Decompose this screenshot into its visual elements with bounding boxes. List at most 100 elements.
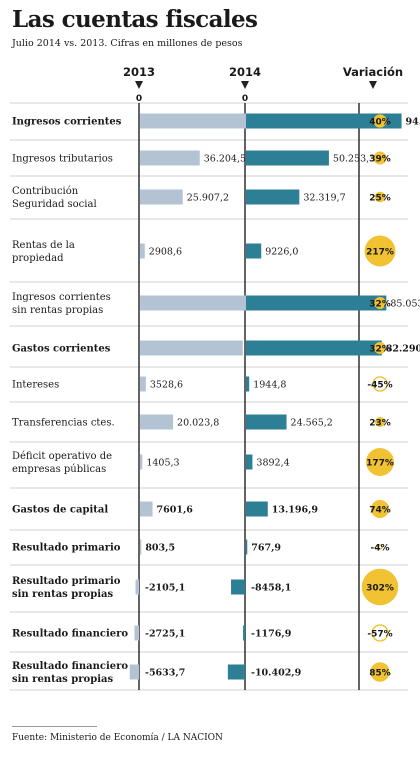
row-label: Gastos corrientes [12, 344, 111, 355]
bar-2013 [140, 150, 200, 166]
variation-label: -4% [370, 544, 389, 554]
bar-2013 [140, 340, 243, 356]
row-label-line: Resultado primario [12, 543, 121, 554]
value-label-2014: 50.253,3 [333, 154, 375, 165]
value-label-2013: -2105,1 [145, 583, 185, 594]
row-label-line: propiedad [12, 253, 64, 264]
bar-2014 [246, 539, 248, 555]
bar-2013 [140, 414, 174, 430]
row-label: Resultado financiero [12, 629, 128, 640]
value-label-2014: 767,9 [251, 543, 281, 554]
variation-bubble [373, 151, 387, 165]
value-label-2014: 9226,0 [265, 247, 298, 258]
column-marker-1 [241, 81, 249, 89]
row-label-line: Transferencias ctes. [12, 418, 115, 429]
value-label-2013: 3528,6 [150, 380, 183, 391]
row-label-line: Contribución [12, 186, 79, 197]
row-label-line: Gastos corrientes [12, 344, 111, 355]
value-label-2014: 94.279,8 [406, 117, 420, 128]
source-note: Fuente: Ministerio de Economía / LA NACI… [12, 733, 223, 743]
row-label: Intereses [12, 380, 59, 391]
bar-2014 [246, 243, 262, 259]
bar-2014 [246, 501, 268, 517]
zero-label-2013: 0 [136, 94, 142, 104]
variation-bubble [374, 342, 386, 354]
variation-label: 85% [369, 669, 391, 679]
row-label-line: Resultado financiero [12, 629, 128, 640]
row-label: Transferencias ctes. [12, 418, 115, 429]
bar-2013 [140, 539, 142, 555]
value-label-2014: -10.402,9 [251, 668, 302, 679]
variation-bubble [364, 235, 396, 267]
value-label-2013: 7601,6 [157, 505, 194, 516]
row-label-line: Gastos de capital [12, 505, 108, 516]
value-label-2013: 803,5 [145, 543, 175, 554]
row-label-line: sin rentas propias [12, 589, 113, 600]
bar-2013 [140, 454, 143, 470]
value-label-2014: 24.565,2 [291, 418, 333, 429]
chart-subtitle: Julio 2014 vs. 2013. Cifras en millones … [12, 38, 243, 49]
value-label-2014: 1944,8 [253, 380, 286, 391]
row-label: Contribución Seguridad social [12, 186, 97, 210]
source-divider [12, 726, 97, 727]
row-label: Ingresos corrientes [12, 117, 122, 128]
row-label: Resultado primario [12, 543, 121, 554]
bar-2014 [246, 414, 287, 430]
bar-2013 [140, 243, 145, 259]
row-label: Ingresos corrientes sin rentas propias [12, 292, 111, 316]
row-label: Gastos de capital [12, 505, 108, 516]
variation-bubble [374, 416, 386, 428]
variation-bubble [374, 297, 386, 309]
bar-2013 [134, 625, 139, 641]
value-label-2013: 20.023,8 [177, 418, 219, 429]
variation-label: 217% [366, 248, 394, 258]
bar-2013 [140, 113, 251, 129]
row-label: Déficit operativo de empresas públicas [12, 451, 112, 475]
row-label-line: empresas públicas [12, 464, 106, 475]
value-label-2014: 32.319,7 [303, 193, 345, 204]
variation-label: 302% [366, 584, 394, 594]
row-label-line: Intereses [12, 380, 59, 391]
variation-bubble [372, 376, 388, 392]
bar-2014 [246, 189, 300, 205]
value-label-2013: -2725,1 [145, 629, 185, 640]
row-label-line: Seguridad social [12, 199, 97, 210]
variation-label: -57% [367, 630, 392, 640]
row-label: Resultado primario sin rentas propias [12, 576, 121, 600]
bar-2013 [140, 376, 146, 392]
variation-label: 74% [369, 506, 391, 516]
bar-2014 [227, 664, 245, 680]
value-label-2013: 36.204,5 [204, 154, 246, 165]
value-label-2014: 82.290,9 [386, 344, 420, 355]
row-label-line: Ingresos corrientes [12, 117, 122, 128]
value-label-2014: 3892,4 [256, 458, 289, 469]
value-label-2013: -5633,7 [145, 668, 185, 679]
bar-2014 [246, 454, 253, 470]
variation-bubble [361, 568, 399, 606]
variation-bubble [373, 114, 387, 128]
bar-2014 [246, 340, 382, 356]
row-label-line: Resultado primario [12, 576, 121, 587]
bar-2014 [246, 376, 250, 392]
column-header-2: Variación [343, 65, 403, 79]
chart-title: Las cuentas fiscales [12, 6, 258, 33]
value-label-2014: 13.196,9 [272, 505, 319, 516]
value-label-2013: 25.907,2 [187, 193, 229, 204]
variation-label: 177% [366, 459, 394, 469]
row-label-line: Déficit operativo de [12, 451, 112, 462]
value-label-2013: 1405,3 [146, 458, 179, 469]
row-label: Resultado financiero sin rentas propias [12, 661, 128, 685]
variation-bubble [370, 662, 390, 682]
variation-bubble [374, 191, 386, 203]
row-label-line: Resultado financiero [12, 661, 128, 672]
bar-2014 [246, 150, 329, 166]
variation-bubble [377, 544, 383, 550]
value-label-2014: -8458,1 [251, 583, 291, 594]
value-label-2014: -1176,9 [251, 629, 292, 640]
row-label: Rentas de la propiedad [12, 240, 75, 264]
row-label: Ingresos tributarios [12, 154, 113, 165]
row-label-line: sin rentas propias [12, 305, 103, 316]
bar-2014 [246, 113, 402, 129]
bar-2013 [129, 664, 139, 680]
